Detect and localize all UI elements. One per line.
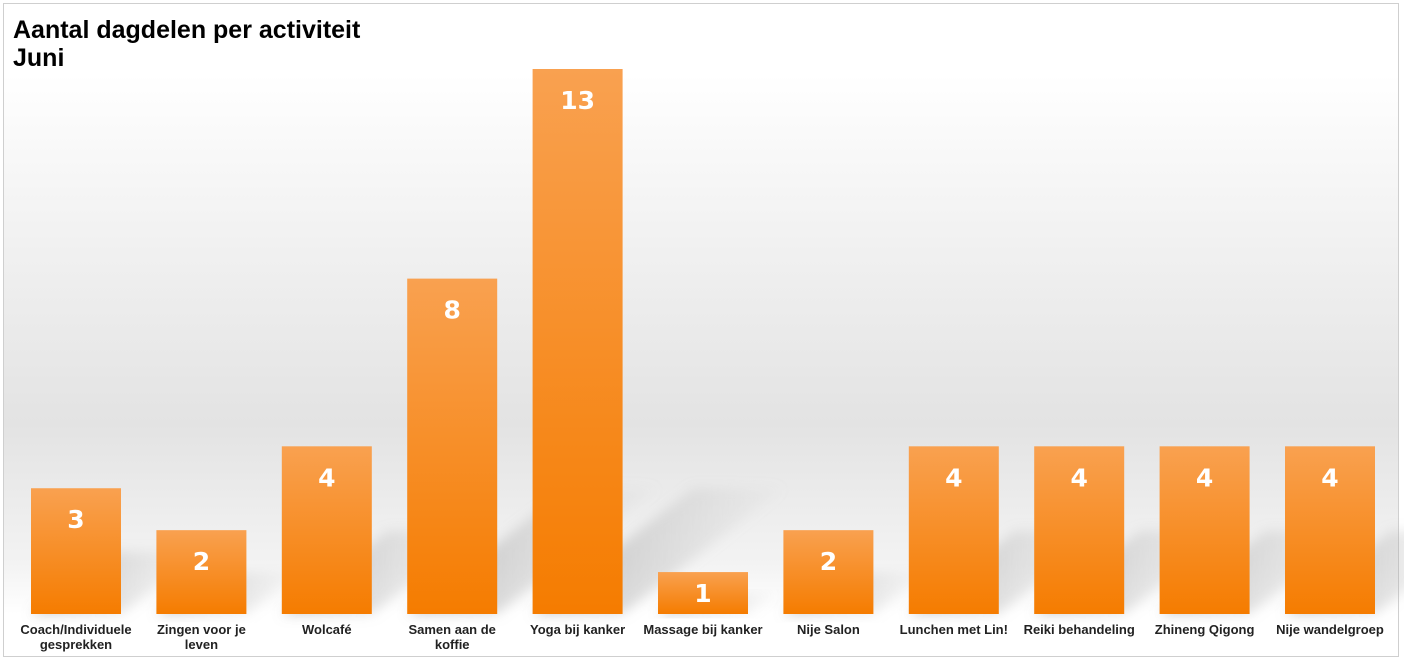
category-label: Wolcafé — [302, 622, 352, 637]
bar — [1285, 446, 1375, 614]
bar — [783, 530, 874, 614]
chart-title: Aantal dagdelen per activiteit — [13, 16, 361, 44]
data-label: 4 — [1070, 463, 1087, 492]
category-label: Reiki behandeling — [1024, 622, 1135, 637]
bar — [281, 446, 372, 614]
bar — [532, 69, 623, 614]
category-label: Yoga bij kanker — [530, 622, 625, 637]
data-label: 4 — [945, 463, 962, 492]
category-label: Nije Salon — [797, 622, 860, 637]
bar — [1159, 446, 1250, 614]
category-label: gesprekken — [40, 637, 112, 652]
category-label: Zhineng Qigong — [1155, 622, 1255, 637]
bar — [407, 278, 498, 614]
bars: 3 2 4 8 13 1 2 4 4 4 4 — [31, 69, 1375, 614]
category-label: Lunchen met Lin! — [900, 622, 1008, 637]
data-label: 4 — [318, 463, 335, 492]
bar — [908, 446, 999, 614]
category-label: Massage bij kanker — [643, 622, 762, 637]
category-label: koffie — [435, 637, 470, 652]
data-label: 8 — [443, 296, 460, 325]
data-label: 2 — [820, 547, 837, 576]
category-label: Coach/Individuele — [20, 622, 131, 637]
bar — [31, 488, 121, 614]
data-label: 3 — [67, 505, 84, 534]
data-label: 13 — [560, 86, 595, 115]
bar — [1034, 446, 1125, 614]
category-label: Zingen voor je — [157, 622, 246, 637]
data-label: 4 — [1321, 463, 1338, 492]
category-label: Samen aan de — [408, 622, 495, 637]
chart-title-block: Aantal dagdelen per activiteit Juni — [13, 16, 360, 72]
bar — [156, 530, 247, 614]
data-label: 4 — [1196, 463, 1213, 492]
data-label: 1 — [694, 579, 711, 608]
chart-subtitle: Juni — [13, 44, 65, 72]
category-label: Nije wandelgroep — [1276, 622, 1384, 637]
bar — [658, 572, 748, 614]
data-label: 2 — [193, 547, 210, 576]
category-label: leven — [185, 637, 218, 652]
